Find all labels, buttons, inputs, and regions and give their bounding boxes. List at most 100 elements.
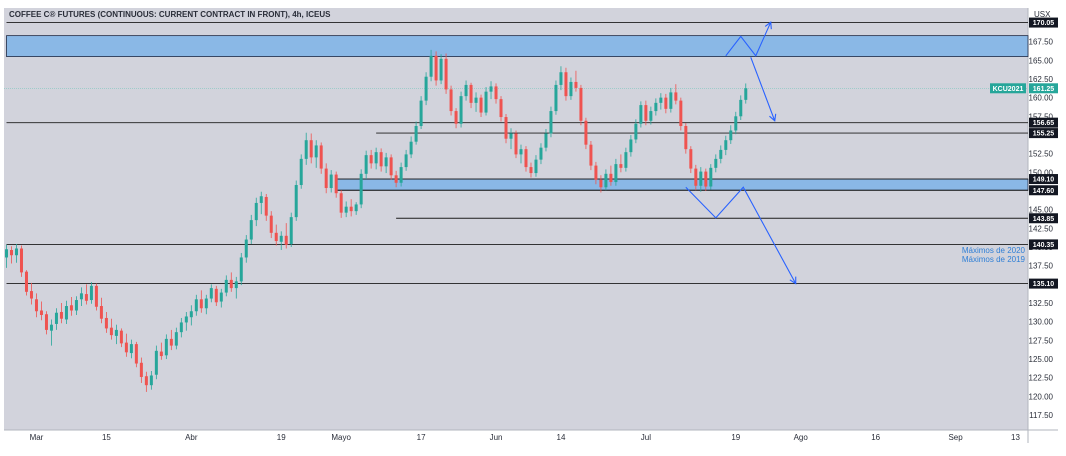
x-tick-label-4: Mayo (331, 433, 351, 442)
candle-body-138 (694, 168, 698, 186)
candle-body-54 (274, 232, 278, 242)
candle-body-32 (164, 338, 168, 356)
candle-body-97 (489, 86, 493, 92)
annotation-2020: Máximos de 2020 (962, 246, 1026, 255)
x-tick-label-5: 17 (417, 433, 426, 442)
y-tick-label-19: 165.00 (1029, 56, 1054, 65)
candle-body-33 (169, 338, 173, 346)
candle-body-73 (369, 155, 373, 164)
plot-area[interactable] (4, 8, 1028, 430)
candle-body-119 (599, 179, 603, 188)
candle-body-15 (79, 293, 83, 300)
candle-body-114 (574, 81, 578, 88)
candle-body-103 (519, 149, 523, 155)
level-label-bg-0 (1029, 17, 1058, 28)
candle-body-93 (469, 84, 473, 103)
candle-body-82 (414, 126, 418, 142)
candle-body-19 (99, 306, 103, 319)
y-tick-label-4: 127.50 (1029, 336, 1054, 345)
candle-body-39 (199, 299, 203, 309)
y-tick-label-0: 117.50 (1029, 411, 1053, 420)
candle-body-36 (184, 316, 188, 323)
candle-body-4 (24, 271, 28, 292)
candle-body-12 (64, 306, 68, 320)
level-label-5: 143.85 (1033, 216, 1055, 223)
projection-arrowhead-2 (789, 276, 797, 285)
candle-body-42 (214, 288, 218, 303)
candle-body-143 (719, 149, 723, 159)
x-tick-label-12: Sep (948, 433, 963, 442)
candle-body-21 (109, 327, 113, 336)
candle-body-18 (94, 285, 98, 307)
y-tick-label-2: 122.50 (1029, 374, 1054, 383)
zone-1 (335, 178, 1029, 191)
candle-body-58 (294, 185, 298, 218)
candle-body-134 (674, 92, 678, 101)
candle-body-104 (524, 149, 528, 168)
y-tick-label-10: 142.50 (1029, 224, 1054, 233)
candle-body-5 (29, 291, 33, 299)
candle-body-67 (339, 193, 343, 213)
candle-body-52 (264, 196, 268, 216)
level-label-0: 170.05 (1033, 20, 1055, 27)
candle-body-13 (69, 305, 73, 311)
symbol-label-bg (990, 83, 1026, 94)
projections-layer (685, 21, 797, 285)
candle-body-146 (734, 116, 738, 131)
candle-body-116 (584, 120, 588, 145)
candle-body-125 (629, 139, 633, 153)
candle-body-34 (174, 332, 178, 346)
candle-body-24 (124, 342, 128, 353)
candle-body-139 (699, 171, 703, 186)
candle-body-49 (249, 220, 253, 240)
level-label-1: 156.65 (1033, 120, 1055, 127)
y-tick-label-13: 150.00 (1029, 168, 1054, 177)
candle-body-30 (154, 350, 158, 375)
symbol-label: KCU2021 (993, 86, 1024, 93)
candle-body-1 (9, 249, 13, 256)
candle-body-80 (404, 154, 408, 168)
candle-body-25 (129, 344, 133, 354)
candle-body-71 (359, 173, 363, 205)
candle-body-102 (514, 133, 518, 155)
candle-body-135 (679, 100, 683, 127)
candle-body-66 (334, 174, 338, 194)
y-tick-label-20: 167.50 (1029, 38, 1054, 47)
level-label-7: 135.10 (1033, 281, 1055, 288)
candle-body-51 (259, 196, 263, 203)
candle-body-62 (314, 145, 318, 158)
candle-body-50 (254, 202, 258, 221)
current-price-label: 161.25 (1033, 86, 1055, 93)
candle-body-117 (589, 144, 593, 166)
y-tick-label-18: 162.50 (1029, 75, 1054, 84)
candle-body-96 (484, 91, 488, 113)
candle-body-137 (689, 149, 693, 169)
candle-body-72 (364, 155, 368, 174)
candle-body-140 (704, 171, 708, 187)
candle-body-81 (409, 141, 413, 155)
candle-body-28 (144, 376, 148, 386)
candle-body-7 (39, 310, 43, 315)
y-tick-label-11: 145.00 (1029, 206, 1054, 215)
projection-arrowhead-0 (764, 21, 772, 30)
y-tick-label-1: 120.00 (1029, 392, 1054, 401)
time-axis[interactable] (4, 430, 1028, 443)
candle-body-121 (609, 173, 613, 183)
candle-body-145 (729, 130, 733, 141)
level-label-bg-2 (1029, 128, 1058, 139)
candle-body-85 (429, 55, 433, 77)
candle-body-113 (569, 81, 573, 97)
candle-body-108 (544, 133, 548, 148)
candle-body-124 (624, 152, 628, 168)
candle-body-84 (424, 76, 428, 101)
candle-body-47 (239, 257, 243, 282)
y-tick-label-17: 160.00 (1029, 94, 1054, 103)
candle-body-92 (464, 84, 468, 97)
candle-body-76 (384, 157, 388, 167)
candle-body-57 (289, 217, 293, 245)
candle-body-65 (329, 174, 333, 189)
y-tick-label-16: 157.50 (1029, 112, 1054, 121)
candle-body-98 (494, 86, 498, 100)
